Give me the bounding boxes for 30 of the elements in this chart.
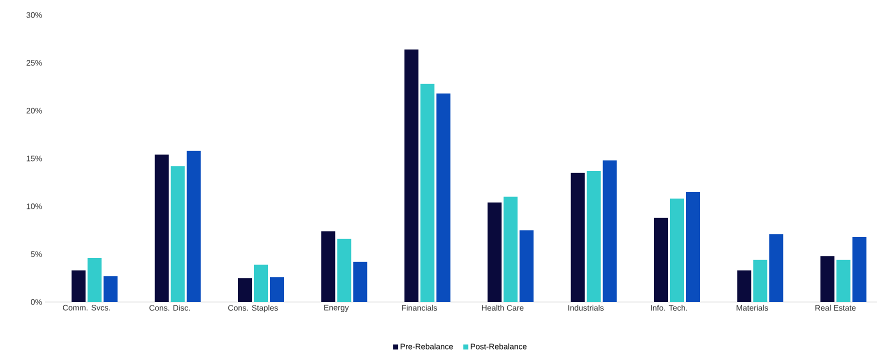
bar — [686, 192, 700, 302]
bar — [154, 154, 169, 302]
bar — [602, 160, 617, 302]
bar — [353, 262, 368, 302]
bar — [769, 234, 784, 302]
bar — [852, 236, 866, 302]
bar — [254, 264, 268, 302]
bar — [436, 93, 450, 302]
bar — [170, 166, 185, 302]
bar — [737, 270, 752, 302]
bar — [504, 196, 518, 302]
bar — [238, 278, 252, 302]
bar — [654, 218, 668, 302]
bar — [72, 270, 86, 302]
bar — [836, 260, 850, 302]
bar — [104, 276, 118, 302]
bar — [88, 258, 102, 302]
bar — [270, 277, 284, 302]
bar — [570, 172, 585, 302]
bar — [321, 231, 336, 302]
bar — [186, 150, 201, 302]
bar — [753, 260, 768, 302]
bar — [820, 256, 834, 302]
bar — [404, 49, 418, 302]
bar — [488, 202, 502, 302]
bar — [670, 198, 684, 302]
bar — [337, 238, 352, 302]
bar — [586, 170, 601, 302]
bar — [420, 84, 434, 302]
bar — [520, 230, 534, 302]
